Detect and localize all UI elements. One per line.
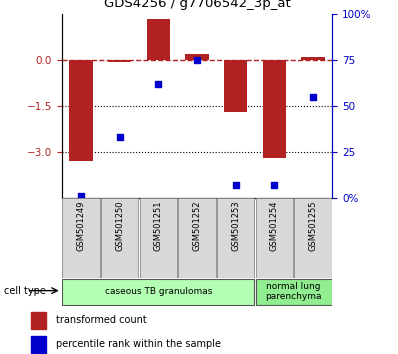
Bar	[295, 198, 332, 278]
Bar	[62, 279, 254, 305]
Point	[78, 194, 84, 199]
Text: caseous TB granulomas: caseous TB granulomas	[105, 287, 212, 296]
Text: GSM501255: GSM501255	[308, 201, 318, 251]
Bar	[301, 57, 325, 60]
Bar	[147, 19, 170, 60]
Point	[155, 81, 162, 87]
Bar	[101, 198, 138, 278]
Text: GSM501253: GSM501253	[231, 201, 240, 251]
Text: transformed count: transformed count	[56, 315, 146, 325]
Text: GSM501252: GSM501252	[193, 201, 201, 251]
Point	[232, 183, 239, 188]
Bar	[62, 198, 100, 278]
Bar	[140, 198, 177, 278]
Bar	[31, 312, 46, 329]
Title: GDS4256 / g7706542_3p_at: GDS4256 / g7706542_3p_at	[103, 0, 291, 10]
Text: GSM501254: GSM501254	[270, 201, 279, 251]
Text: percentile rank within the sample: percentile rank within the sample	[56, 339, 221, 349]
Bar	[69, 60, 93, 161]
Point	[194, 57, 200, 63]
Text: GSM501251: GSM501251	[154, 201, 163, 251]
Bar	[263, 60, 286, 158]
Bar	[178, 198, 216, 278]
Text: GSM501249: GSM501249	[76, 201, 86, 251]
Bar	[185, 54, 209, 60]
Bar	[256, 198, 293, 278]
Point	[271, 183, 277, 188]
Text: GSM501250: GSM501250	[115, 201, 124, 251]
Text: normal lung
parenchyma: normal lung parenchyma	[265, 282, 322, 301]
Bar	[256, 279, 332, 305]
Bar	[31, 336, 46, 353]
Bar	[224, 60, 247, 112]
Text: cell type: cell type	[4, 286, 46, 296]
Point	[117, 135, 123, 140]
Bar	[108, 60, 131, 62]
Point	[310, 94, 316, 100]
Bar	[217, 198, 254, 278]
